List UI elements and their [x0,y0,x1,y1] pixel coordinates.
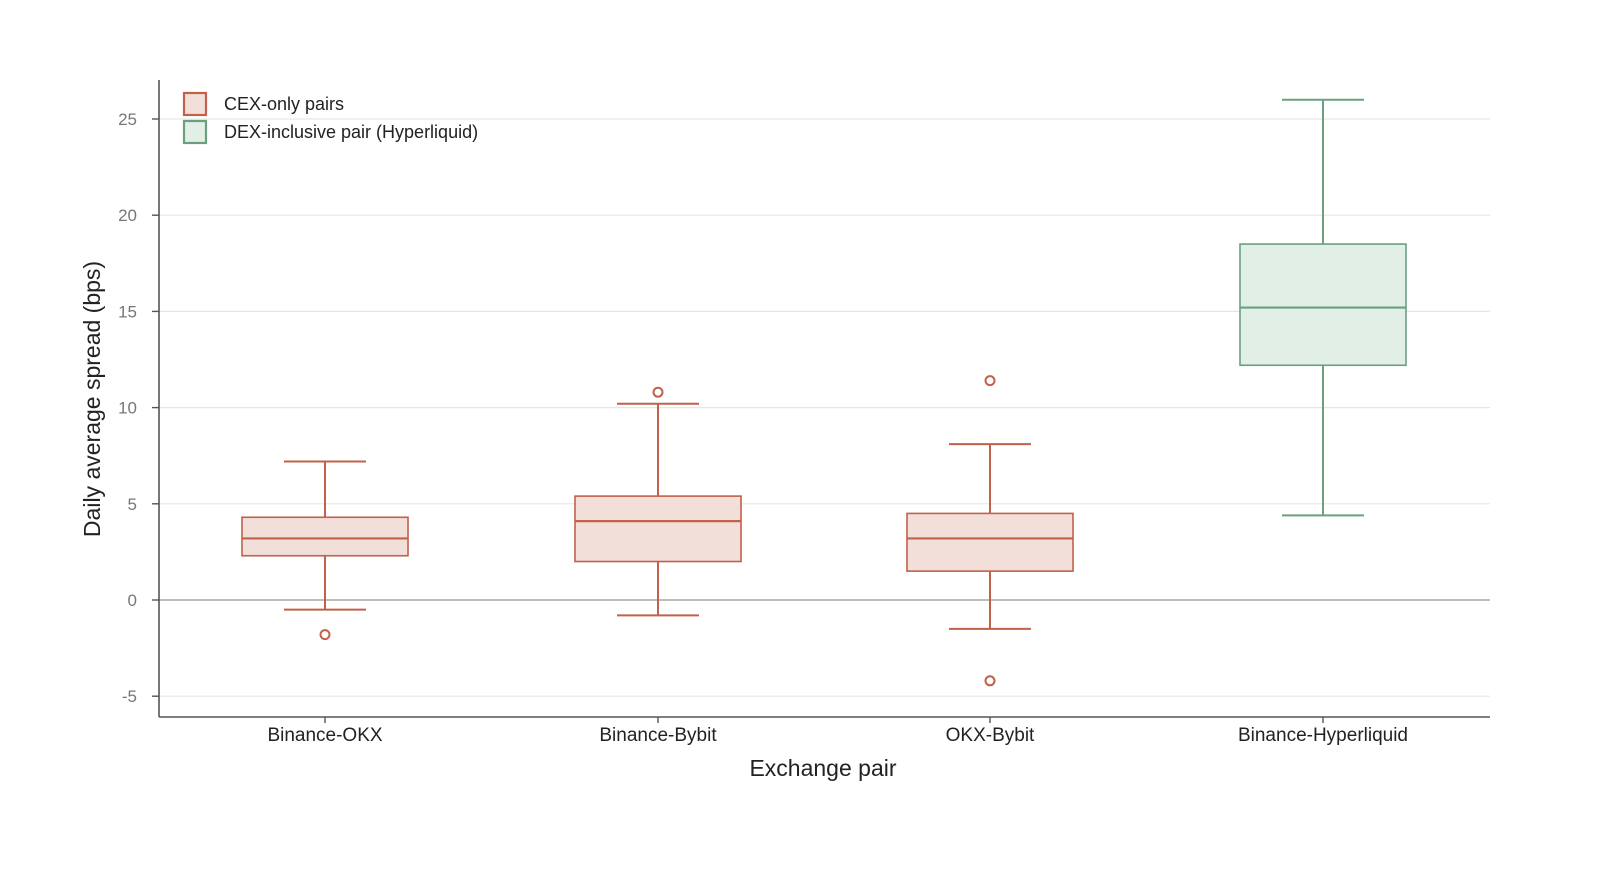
box-iqr [241,516,409,557]
outlier-point [652,386,664,398]
box-iqr [1239,243,1407,367]
legend-swatch-cex [182,91,208,117]
y-tick-label: -5 [122,687,137,706]
y-tick-labels: -5 0 5 10 15 20 25 [118,110,137,706]
legend-label-cex: CEX-only pairs [224,94,344,114]
box-binance-okx [241,460,409,641]
legend-label-dex: DEX-inclusive pair (Hyperliquid) [224,122,478,142]
grid-lines [159,118,1490,697]
y-tick-label: 5 [128,495,137,514]
y-tick-label: 10 [118,399,137,418]
x-tick-label: Binance-Bybit [599,725,717,746]
y-axis-title: Daily average spread (bps) [79,261,105,537]
y-tick-label: 25 [118,110,137,129]
y-tick-label: 15 [118,302,137,321]
y-tick-label: 0 [128,591,137,610]
legend-swatch-dex [182,119,208,145]
y-tick-label: 20 [118,206,137,225]
box-binance-bybit [574,386,742,617]
outlier-point [984,675,996,687]
box-iqr [574,495,742,563]
box-binance-hyperliquid [1239,98,1407,517]
x-tick-labels: Binance-OKX Binance-Bybit OKX-Bybit Binance… [267,725,1408,746]
boxes [241,98,1407,687]
x-tick-label: OKX-Bybit [946,725,1035,746]
outlier-point [319,629,331,641]
box-okx-bybit [906,375,1074,687]
x-tick-label: Binance-Hyperliquid [1238,725,1408,746]
x-axis-title: Exchange pair [749,755,896,781]
box-iqr [906,512,1074,572]
outlier-point [984,375,996,387]
legend: CEX-only pairs DEX-inclusive pair (Hyperl… [182,91,478,145]
x-tick-label: Binance-OKX [267,725,382,746]
axes [152,80,1490,723]
